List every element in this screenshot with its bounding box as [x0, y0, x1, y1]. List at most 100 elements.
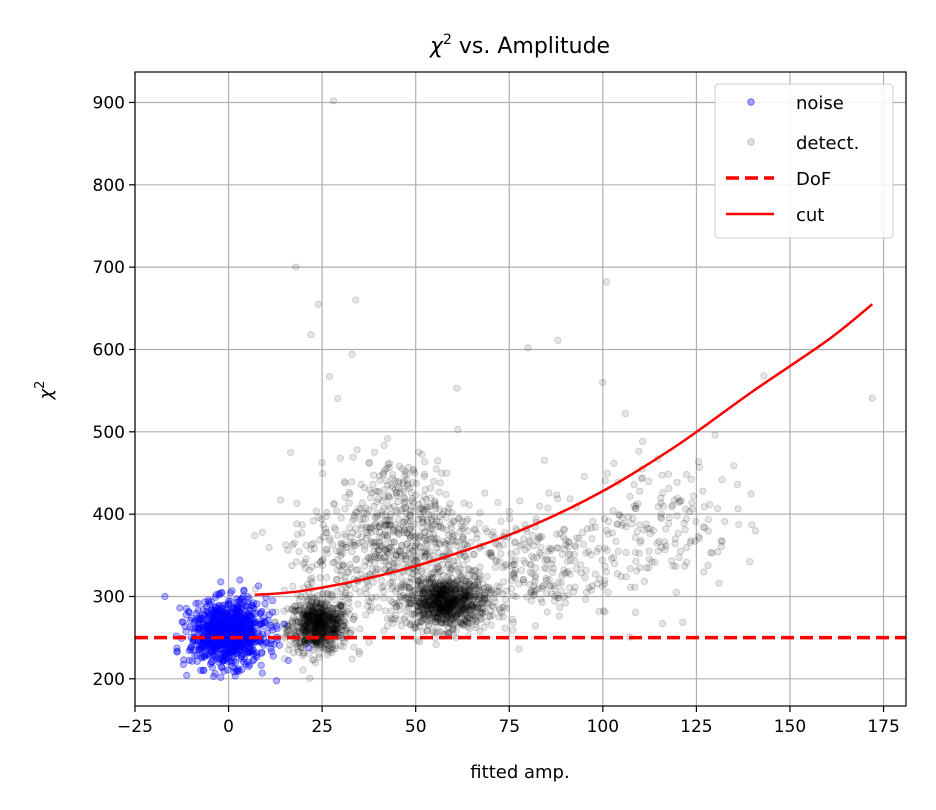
detect-point-391 [308, 608, 316, 616]
detect-point-1614 [370, 448, 378, 456]
detect-point-1688 [383, 615, 391, 623]
detect-point-2502 [672, 562, 680, 571]
detect-point-510 [334, 628, 342, 637]
detect-point-238 [295, 628, 304, 636]
detect-point-542 [334, 615, 342, 623]
detect-point-2620 [331, 525, 339, 534]
detect-point-154 [314, 613, 322, 622]
detect-point-194 [326, 591, 335, 599]
detect-point-177 [328, 648, 336, 657]
detect-point-2350 [587, 551, 595, 559]
detect-point-81 [313, 613, 321, 622]
noise-point-834 [207, 598, 215, 606]
detect-point-2483 [633, 528, 641, 536]
detect-point-2404 [538, 584, 546, 592]
detect-point-545 [332, 616, 340, 624]
detect-point-251 [292, 627, 300, 636]
detect-point-2731 [376, 528, 384, 536]
detect-point-2043 [333, 587, 341, 596]
detect-point-2306 [499, 540, 507, 549]
detect-point-427 [312, 626, 320, 634]
detect-point-2636 [323, 508, 331, 517]
detect-point-2430 [692, 517, 700, 526]
detect-point-686 [327, 615, 335, 623]
detect-point-477 [315, 615, 323, 623]
detect-point-1096 [397, 622, 406, 630]
detect-point-2431 [603, 469, 612, 477]
detect-point-2390 [588, 582, 596, 590]
detect-point-641 [346, 629, 354, 638]
detect-point-667 [297, 619, 305, 627]
detect-point-539 [304, 618, 312, 626]
detect-point-608 [314, 617, 322, 625]
detect-point-60 [325, 611, 333, 619]
detect-point-589 [321, 614, 329, 623]
detect-point-279 [288, 604, 296, 613]
detect-point-492 [310, 628, 319, 636]
detect-point-1925 [420, 470, 429, 478]
detect-point-604 [325, 645, 333, 653]
detect-point-517 [319, 600, 327, 608]
detect-point-392 [327, 617, 335, 625]
detect-point-508 [303, 612, 311, 621]
detect-point-606 [311, 622, 319, 630]
detect-point-2509 [588, 535, 596, 543]
detect-point-597 [294, 606, 302, 614]
detect-point-299 [328, 640, 337, 649]
detect-point-1529 [470, 599, 478, 608]
detect-point-2087 [432, 465, 440, 473]
detect-point-88 [337, 610, 345, 618]
detect-point-191 [294, 618, 302, 626]
x-tick-label: 100 [587, 717, 619, 737]
detect-point-2589 [626, 492, 634, 501]
detect-point-2460 [721, 517, 729, 526]
detect-point-161 [322, 639, 330, 647]
detect-point-2745 [307, 331, 315, 339]
detect-point-345 [321, 621, 329, 630]
detect-point-437 [326, 603, 334, 611]
detect-point-1578 [452, 615, 460, 623]
detect-point-527 [314, 629, 323, 637]
noise-point-895 [224, 639, 232, 647]
detect-point-19 [295, 624, 304, 633]
detect-point-415 [308, 593, 316, 602]
detect-point-1773 [436, 479, 444, 487]
detect-point-2393 [593, 547, 601, 556]
detect-point-274 [300, 615, 308, 624]
detect-point-2329 [538, 532, 546, 541]
detect-point-179 [321, 622, 329, 630]
detect-point-2506 [694, 458, 703, 466]
detect-point-404 [294, 602, 302, 610]
detect-point-625 [299, 620, 307, 628]
detect-point-176 [316, 613, 325, 621]
detect-point-2750 [453, 384, 461, 392]
noise-point-854 [250, 627, 258, 635]
detect-point-55 [337, 601, 345, 610]
detect-point-334 [328, 607, 337, 615]
detect-point-561 [323, 651, 332, 659]
detect-point-2698 [354, 600, 362, 608]
detect-point-2510 [637, 474, 646, 483]
detect-point-2555 [714, 548, 722, 556]
detect-point-361 [305, 614, 314, 623]
detect-point-16 [310, 618, 318, 626]
detect-point-2690 [361, 545, 369, 554]
detect-point-2110 [419, 604, 427, 612]
detect-point-1602 [337, 514, 345, 522]
detect-point-152 [299, 610, 307, 619]
detect-point-502 [294, 648, 303, 656]
detect-point-2587 [636, 487, 644, 495]
detect-point-588 [328, 626, 336, 634]
detect-point-284 [302, 627, 310, 635]
detect-point-167 [336, 601, 344, 610]
detect-point-1889 [375, 603, 383, 612]
detect-point-2039 [360, 562, 368, 570]
detect-point-288 [339, 619, 347, 628]
detect-point-2684 [293, 499, 301, 507]
x-tick-label: 175 [867, 717, 899, 737]
detect-point-1645 [345, 499, 353, 507]
detect-point-2274 [544, 504, 552, 512]
detect-point-464 [332, 619, 340, 627]
detect-point-2498 [683, 558, 691, 566]
noise-point-346 [224, 597, 233, 605]
